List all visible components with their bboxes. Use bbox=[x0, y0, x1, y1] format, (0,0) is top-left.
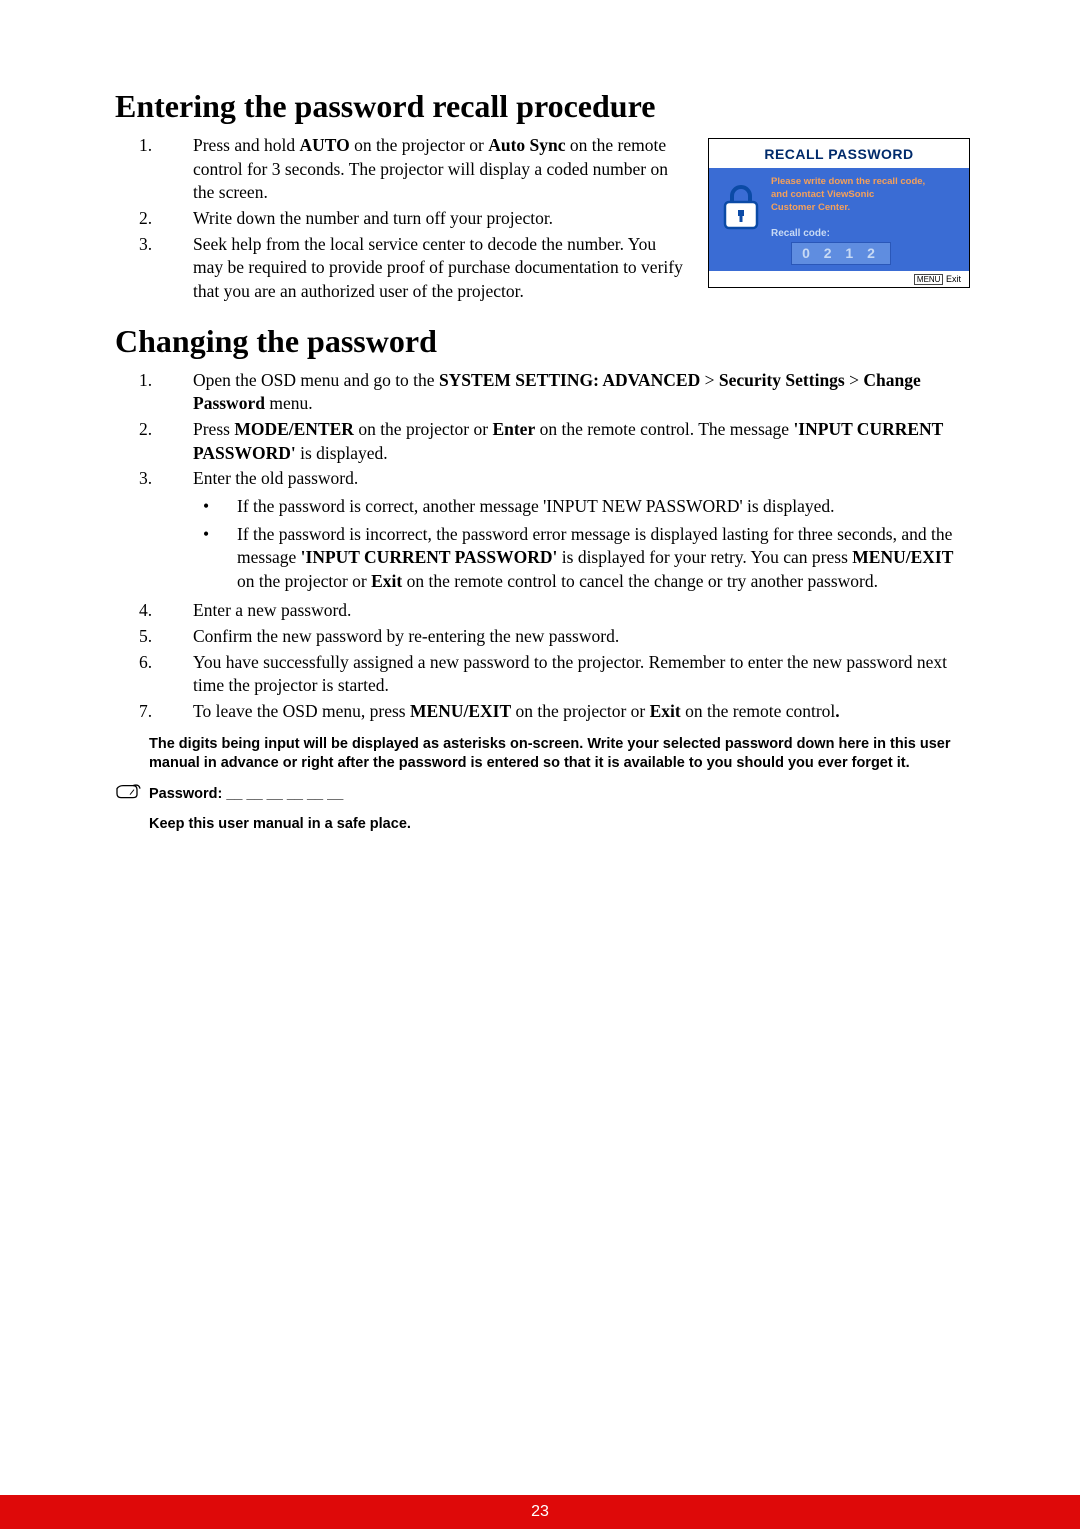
menu-key-label: MENU bbox=[914, 274, 944, 286]
bullet-dot: • bbox=[193, 495, 237, 519]
list-number: 7. bbox=[139, 700, 193, 724]
sub-bullet-content: If the password is correct, another mess… bbox=[237, 495, 835, 519]
sub-bullet-item: •If the password is incorrect, the passw… bbox=[193, 523, 970, 594]
section1-list: 1.Press and hold AUTO on the projector o… bbox=[115, 134, 688, 303]
list-content: Press and hold AUTO on the projector or … bbox=[193, 134, 688, 205]
list-item: 2.Write down the number and turn off you… bbox=[139, 207, 688, 231]
page-footer: 23 bbox=[0, 1495, 1080, 1529]
list-content: Confirm the new password by re-entering … bbox=[193, 625, 970, 649]
list-item: 5.Confirm the new password by re-enterin… bbox=[139, 625, 970, 649]
section2: Changing the password 1.Open the OSD men… bbox=[115, 320, 970, 724]
page-number: 23 bbox=[531, 1503, 549, 1520]
note-text: The digits being input will be displayed… bbox=[149, 735, 970, 846]
list-content: Enter the old password.•If the password … bbox=[193, 467, 970, 597]
page-content: Entering the password recall procedure 1… bbox=[0, 0, 1080, 846]
list-item: 1.Open the OSD menu and go to the SYSTEM… bbox=[139, 369, 970, 416]
recall-text-area: Please write down the recall code, and c… bbox=[771, 176, 957, 265]
list-content: Open the OSD menu and go to the SYSTEM S… bbox=[193, 369, 970, 416]
list-number: 6. bbox=[139, 651, 193, 698]
list-number: 2. bbox=[139, 207, 193, 231]
note-para2: Password: __ __ __ __ __ __ bbox=[149, 785, 970, 805]
list-item: 2.Press MODE/ENTER on the projector or E… bbox=[139, 418, 970, 465]
recall-msg: Please write down the recall code, and c… bbox=[771, 176, 957, 214]
recall-figure-body: Please write down the recall code, and c… bbox=[709, 168, 969, 271]
list-content: Enter a new password. bbox=[193, 599, 970, 623]
note-hand-icon bbox=[115, 737, 141, 846]
list-item: 1.Press and hold AUTO on the projector o… bbox=[139, 134, 688, 205]
list-item: 6.You have successfully assigned a new p… bbox=[139, 651, 970, 698]
sub-bullet-item: •If the password is correct, another mes… bbox=[193, 495, 970, 519]
section2-heading: Changing the password bbox=[115, 320, 970, 363]
list-content: Write down the number and turn off your … bbox=[193, 207, 688, 231]
recall-msg-line2: and contact ViewSonic bbox=[771, 189, 874, 200]
list-number: 3. bbox=[139, 233, 193, 304]
list-number: 1. bbox=[139, 134, 193, 205]
list-content: To leave the OSD menu, press MENU/EXIT o… bbox=[193, 700, 970, 724]
section1-body: 1.Press and hold AUTO on the projector o… bbox=[115, 134, 970, 305]
list-item: 3.Enter the old password.•If the passwor… bbox=[139, 467, 970, 597]
list-content: You have successfully assigned a new pas… bbox=[193, 651, 970, 698]
list-number: 2. bbox=[139, 418, 193, 465]
section2-list: 1.Open the OSD menu and go to the SYSTEM… bbox=[115, 369, 970, 724]
note-block: The digits being input will be displayed… bbox=[115, 735, 970, 846]
section1-heading: Entering the password recall procedure bbox=[115, 85, 970, 128]
note-para3: Keep this user manual in a safe place. bbox=[149, 815, 970, 835]
exit-label: Exit bbox=[946, 274, 961, 284]
list-number: 5. bbox=[139, 625, 193, 649]
recall-figure-footer: MENU Exit bbox=[709, 271, 969, 287]
recall-code-value: 0 2 1 2 bbox=[791, 242, 891, 265]
bullet-dot: • bbox=[193, 523, 237, 594]
lock-icon bbox=[721, 182, 761, 232]
recall-msg-line3: Customer Center. bbox=[771, 202, 850, 213]
recall-msg-line1: Please write down the recall code, bbox=[771, 176, 925, 187]
list-item: 7.To leave the OSD menu, press MENU/EXIT… bbox=[139, 700, 970, 724]
recall-figure-title: RECALL PASSWORD bbox=[709, 139, 969, 168]
recall-code-label: Recall code: bbox=[771, 227, 957, 241]
list-number: 1. bbox=[139, 369, 193, 416]
list-item: 4.Enter a new password. bbox=[139, 599, 970, 623]
sub-bullet-list: •If the password is correct, another mes… bbox=[193, 495, 970, 594]
list-number: 4. bbox=[139, 599, 193, 623]
section1-text: 1.Press and hold AUTO on the projector o… bbox=[115, 134, 688, 305]
note-para1: The digits being input will be displayed… bbox=[149, 735, 970, 774]
list-content: Press MODE/ENTER on the projector or Ent… bbox=[193, 418, 970, 465]
sub-bullet-content: If the password is incorrect, the passwo… bbox=[237, 523, 970, 594]
list-item: 3.Seek help from the local service cente… bbox=[139, 233, 688, 304]
list-content: Seek help from the local service center … bbox=[193, 233, 688, 304]
recall-password-figure: RECALL PASSWORD Please write down the re… bbox=[708, 138, 970, 288]
list-number: 3. bbox=[139, 467, 193, 597]
